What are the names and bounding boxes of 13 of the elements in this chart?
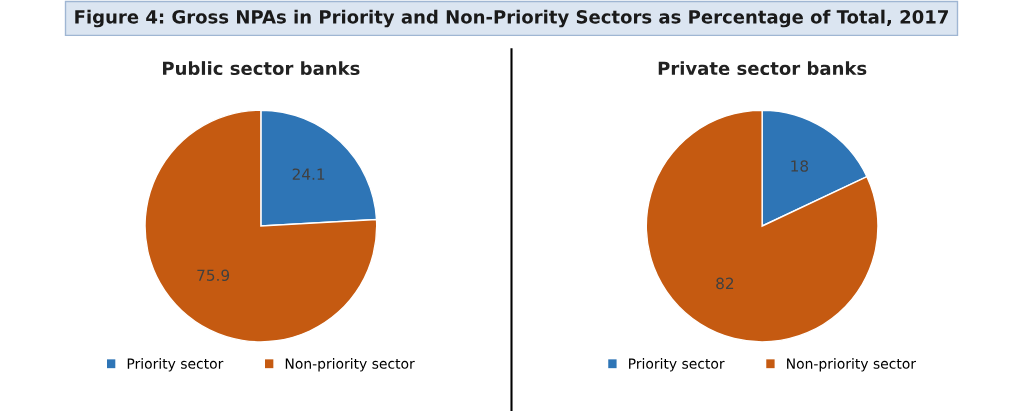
data-label: 82 xyxy=(716,277,734,290)
legend-label: Priority sector xyxy=(127,358,224,372)
legend-label: Priority sector xyxy=(629,358,725,372)
pie-slice xyxy=(645,109,879,343)
data-label: 24.1 xyxy=(292,168,325,180)
pie-slice xyxy=(144,109,378,343)
chart-title: Public sector banks xyxy=(163,61,360,76)
data-label: 18 xyxy=(791,160,809,172)
legend-label: Non-priority sector xyxy=(787,358,917,372)
legend-label: Non-priority sector xyxy=(285,358,415,372)
caption: Figure 4: Gross NPAs in Priority and Non-Priority Sectors as Percentage of Total, 2017 xyxy=(75,9,948,28)
data-label: 75.9 xyxy=(197,269,230,281)
chart-title: Private sector banks xyxy=(658,61,867,76)
